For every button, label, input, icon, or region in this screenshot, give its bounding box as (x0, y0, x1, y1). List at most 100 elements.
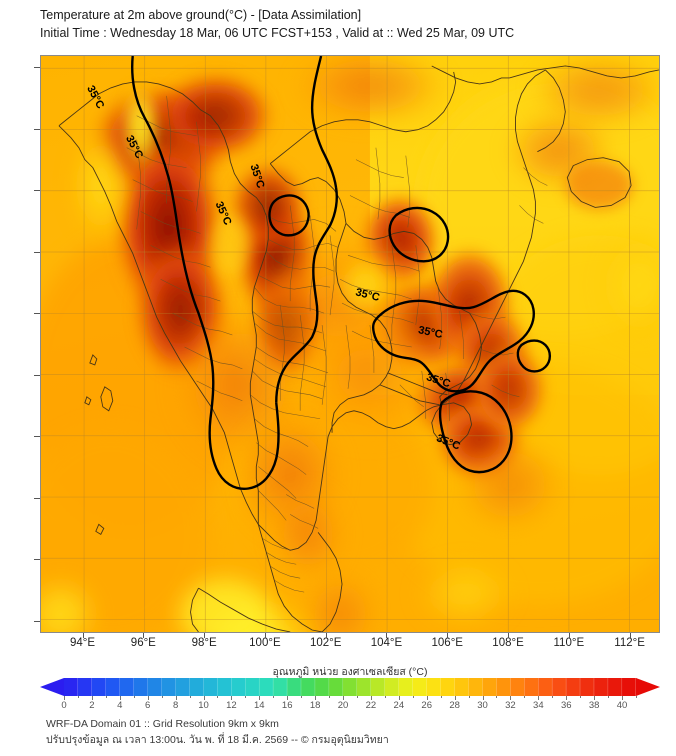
colorbar-segment (217, 678, 232, 696)
colorbar-tick-mark (622, 696, 624, 700)
colorbar-tick-mark (412, 696, 414, 698)
page-subtitle: Initial Time : Wednesday 18 Mar, 06 UTC … (40, 26, 515, 40)
colorbar-tick-mark (496, 696, 498, 698)
colorbar-segment (426, 678, 442, 696)
colorbar-segment (594, 678, 609, 696)
map-canvas: 35°C 35°C 35°C 35°C 35°C 35°C 35°C 35°C (41, 56, 659, 632)
province-boundaries (126, 95, 548, 593)
colorbar-tick-label: 18 (309, 700, 321, 711)
colorbar-segment (203, 678, 218, 696)
colorbar-tick-label: 20 (337, 700, 349, 711)
colorbar-tick-mark (384, 696, 386, 698)
colorbar-tick-mark (245, 696, 247, 698)
x-axis-tick-mark (386, 633, 388, 638)
colorbar-tick-label: 34 (533, 700, 544, 711)
colorbar-gradient (40, 678, 660, 696)
colorbar-tick-mark (356, 696, 358, 698)
colorbar-segment (538, 678, 553, 696)
x-axis-tick-label: 96°E (130, 637, 156, 649)
colorbar-tick-mark (343, 696, 345, 700)
map-svg: 35°C 35°C 35°C 35°C 35°C 35°C 35°C 35°C (41, 56, 659, 632)
colorbar-tick-mark (608, 696, 610, 698)
graticule (41, 56, 659, 632)
colorbar-tick-label: 30 (477, 700, 488, 711)
colorbar-left-cap (40, 678, 64, 696)
colorbar-tick-mark (566, 696, 568, 700)
colorbar-segment (398, 678, 414, 696)
temperature-field (41, 56, 659, 632)
colorbar-segment (622, 678, 637, 696)
colorbar-segment (552, 678, 567, 696)
x-axis-tick-label: 104°E (370, 637, 403, 649)
colorbar-segment (454, 678, 469, 696)
colorbar-tick-label: 36 (560, 700, 572, 711)
colorbar-segment (356, 678, 372, 696)
x-axis-tick-label: 108°E (492, 637, 524, 649)
colorbar-tick-label: 16 (281, 700, 293, 711)
temperature-map: 35°C 35°C 35°C 35°C 35°C 35°C 35°C 35°C (40, 55, 660, 633)
colorbar-tick-mark (370, 696, 372, 700)
colorbar-tick-label: 12 (226, 700, 237, 711)
contour-label: 35°C (417, 324, 444, 341)
colorbar-segment (287, 678, 302, 696)
colorbar-tick-mark (91, 696, 93, 700)
colorbar-tick-mark (133, 696, 135, 698)
colorbar-segment (580, 678, 595, 696)
colorbar-segment (468, 678, 483, 696)
colorbar-tick-mark (426, 696, 428, 700)
colorbar-segment (566, 678, 581, 696)
x-axis-tick-label: 102°E (309, 637, 342, 649)
colorbar-tick-label: 6 (145, 700, 151, 711)
colorbar-tick-mark (468, 696, 470, 698)
colorbar-tick-label: 26 (421, 700, 433, 711)
colorbar-tick-mark (189, 696, 191, 698)
colorbar-segment (482, 678, 497, 696)
colorbar-segment (133, 678, 149, 696)
colorbar-tick-mark (594, 696, 596, 700)
colorbar-segment (231, 678, 246, 696)
colorbar-segment (259, 678, 274, 696)
colorbar-tick-mark (203, 696, 205, 700)
x-axis-tick-mark (82, 633, 84, 638)
colorbar-segment (105, 678, 121, 696)
colorbar-tick-label: 14 (254, 700, 265, 711)
colorbar-segment (273, 678, 288, 696)
colorbar-tick-mark (105, 696, 107, 698)
colorbar-ticks: 0 2 4 6 8 10 12 14 16 18 20 22 24 26 28 30 32 34 36 38 40 (40, 696, 660, 711)
colorbar-tick-mark (259, 696, 261, 700)
colorbar-segment (412, 678, 428, 696)
colorbar-tick-mark (440, 696, 442, 698)
colorbar-segment (147, 678, 163, 696)
title-block: Temperature at 2m above ground(°C) - [Da… (40, 6, 660, 42)
colorbar-segment (315, 678, 330, 696)
colorbar-tick-mark (510, 696, 512, 700)
colorbar-tick-mark (538, 696, 540, 700)
colorbar-segment (189, 678, 204, 696)
colorbar-tick-mark (301, 696, 303, 698)
colorbar-segment (440, 678, 456, 696)
colorbar-segment (524, 678, 539, 696)
contour-label: 35°C (354, 286, 381, 304)
colorbar-tick-mark (287, 696, 289, 700)
colorbar-tick-mark (161, 696, 163, 698)
colorbar-segment (370, 678, 386, 696)
colorbar-right-cap (636, 678, 660, 696)
colorbar-tick-mark (580, 696, 582, 698)
colorbar-tick-mark (231, 696, 233, 700)
colorbar-tick-label: 24 (393, 700, 405, 711)
colorbar-tick-label: 8 (172, 700, 179, 711)
colorbar-segment (77, 678, 93, 696)
colorbar-segment (161, 678, 177, 696)
colorbar-tick-mark (64, 696, 65, 700)
colorbar-tick-label: 2 (89, 700, 95, 711)
x-axis-tick-mark (264, 633, 266, 638)
colorbar-segment (384, 678, 400, 696)
x-axis-tick-mark (325, 633, 327, 638)
colorbar-tick-mark (398, 696, 400, 700)
footer: WRF-DA Domain 01 :: Grid Resolution 9km … (46, 716, 646, 748)
x-axis-tick-label: 94°E (70, 637, 96, 649)
colorbar-segment (343, 678, 358, 696)
colorbar-tick-mark (273, 696, 275, 698)
x-axis-tick-mark (143, 633, 145, 638)
